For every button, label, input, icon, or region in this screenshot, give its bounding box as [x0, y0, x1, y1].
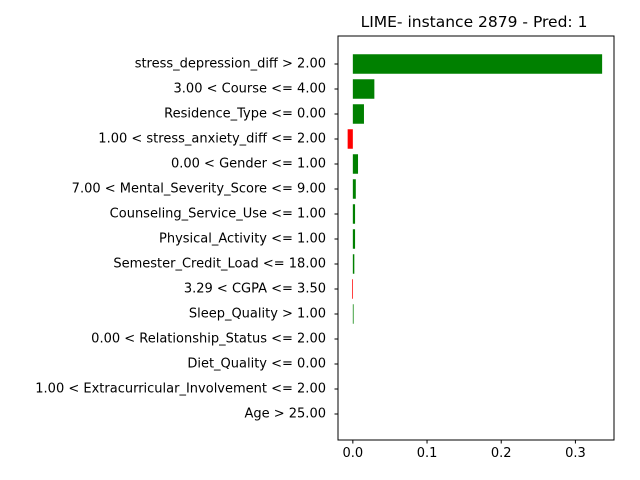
y-tick-label: 1.00 < stress_anxiety_diff <= 2.00 — [98, 132, 326, 147]
bars-group — [347, 54, 603, 324]
y-tick-label: Counseling_Service_Use <= 1.00 — [110, 207, 326, 222]
y-tick-label: Residence_Type <= 0.00 — [164, 107, 326, 122]
bar-4 — [352, 154, 359, 174]
x-tick-label: 0.3 — [565, 446, 586, 461]
y-tick-label: Diet_Quality <= 0.00 — [187, 357, 326, 372]
bar-8 — [352, 254, 355, 274]
x-axis: 0.0 0.1 0.2 0.3 — [342, 440, 586, 461]
y-tick-label: Physical_Activity <= 1.00 — [159, 232, 326, 247]
y-axis: stress_depression_diff > 2.00 3.00 < Cour… — [35, 57, 338, 422]
bar-3 — [347, 129, 353, 149]
bar-2 — [352, 104, 364, 124]
y-tick-label: Age > 25.00 — [244, 407, 326, 422]
y-tick-label: 3.29 < CGPA <= 3.50 — [184, 282, 326, 297]
y-tick-label: Semester_Credit_Load <= 18.00 — [113, 257, 326, 272]
y-tick-label: 3.00 < Course <= 4.00 — [174, 82, 326, 97]
y-tick-label: stress_depression_diff > 2.00 — [135, 57, 326, 72]
x-tick-label: 0.2 — [491, 446, 512, 461]
bar-10 — [352, 304, 354, 324]
y-tick-label: 0.00 < Relationship_Status <= 2.00 — [91, 332, 326, 347]
y-tick-label: 7.00 < Mental_Severity_Score <= 9.00 — [72, 182, 326, 197]
y-tick-label: 0.00 < Gender <= 1.00 — [171, 157, 326, 172]
bar-5 — [352, 179, 356, 199]
chart-title: LIME- instance 2879 - Pred: 1 — [361, 13, 588, 31]
bar-7 — [352, 229, 356, 249]
x-tick-label: 0.0 — [342, 446, 363, 461]
y-tick-label: 1.00 < Extracurricular_Involvement <= 2.… — [35, 382, 326, 397]
plot-area-frame — [337, 35, 615, 441]
y-tick-label: Sleep_Quality > 1.00 — [189, 307, 326, 322]
bar-1 — [352, 79, 375, 99]
bar-6 — [352, 204, 356, 224]
bar-0 — [352, 54, 603, 74]
bar-9 — [352, 279, 353, 299]
x-tick-label: 0.1 — [417, 446, 438, 461]
